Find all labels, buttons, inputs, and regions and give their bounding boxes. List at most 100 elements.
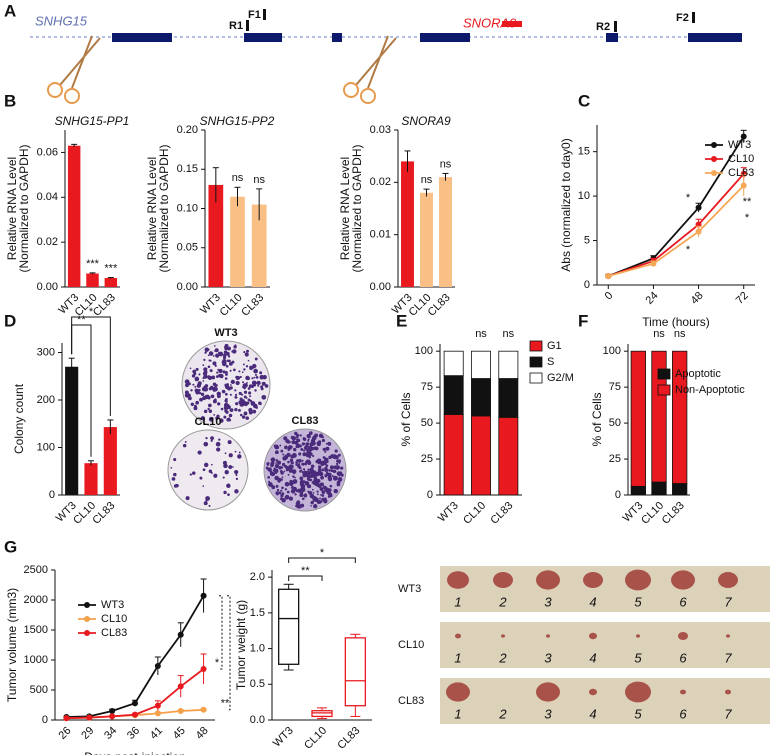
chart-title: SNHG15-PP1	[55, 114, 130, 128]
colony	[213, 398, 217, 402]
tumor-number: 1	[454, 594, 461, 609]
tumor-number: 2	[498, 650, 507, 665]
colony	[321, 497, 325, 502]
point	[200, 706, 207, 713]
colony	[173, 484, 178, 488]
colony	[267, 475, 271, 479]
colony	[207, 365, 211, 369]
x-tick-label: 34	[102, 725, 119, 742]
point	[200, 592, 207, 599]
colony	[270, 473, 274, 476]
tumor-photo	[440, 622, 770, 668]
colony	[321, 494, 325, 497]
colony	[322, 456, 326, 459]
colony	[243, 390, 248, 394]
legend-label: Non-Apoptotic	[675, 384, 745, 396]
series-line	[608, 173, 745, 277]
colony	[290, 435, 295, 440]
y-axis-label: (Normalized to GAPDH)	[157, 144, 171, 272]
bar	[401, 161, 414, 287]
colony	[297, 489, 301, 493]
colony	[243, 368, 246, 371]
bar-segment	[672, 350, 688, 484]
colony	[200, 392, 205, 397]
colony	[245, 365, 249, 368]
x-tick-label: CL10	[461, 500, 488, 527]
bar	[104, 278, 118, 287]
colony	[315, 471, 320, 477]
colony	[304, 493, 307, 496]
colony	[195, 367, 199, 371]
colony	[210, 436, 214, 441]
colony	[295, 463, 298, 466]
colony	[296, 445, 300, 449]
colony	[203, 441, 209, 447]
colony	[229, 408, 234, 413]
colony	[185, 383, 189, 388]
colony	[218, 368, 223, 374]
colony	[315, 460, 319, 464]
colony	[297, 504, 302, 509]
colony	[215, 353, 220, 358]
point	[154, 710, 161, 717]
colony	[192, 369, 197, 374]
colony	[298, 466, 302, 470]
point	[695, 204, 702, 211]
y-axis-label: (Normalized to GAPDH)	[17, 144, 31, 272]
colony	[304, 481, 310, 486]
colony	[326, 460, 329, 464]
colony	[334, 476, 338, 479]
bar-segment	[630, 350, 646, 487]
colony	[224, 452, 227, 455]
colony	[301, 462, 305, 466]
colony	[243, 386, 246, 390]
bar-label: ***	[86, 258, 100, 270]
colony	[253, 368, 258, 374]
colony	[318, 465, 322, 469]
colony	[232, 349, 237, 354]
colony	[337, 453, 341, 457]
plate-label: CL83	[292, 415, 319, 427]
colony	[309, 449, 313, 452]
bar	[251, 204, 267, 287]
colony	[223, 490, 227, 495]
x-tick-label: 72	[734, 290, 751, 307]
panel-label: C	[578, 91, 590, 110]
colony	[207, 375, 213, 381]
colony	[259, 402, 262, 406]
colony	[184, 390, 189, 395]
colony	[294, 440, 298, 445]
colony	[265, 466, 269, 470]
point	[740, 182, 747, 189]
colony	[309, 470, 313, 475]
colony	[282, 456, 287, 461]
colony	[248, 391, 252, 395]
colony	[194, 388, 199, 393]
point	[109, 713, 116, 720]
colony	[313, 504, 318, 509]
y-tick-label: 0	[584, 279, 590, 291]
colony	[238, 370, 241, 373]
x-tick-label: CL83	[239, 292, 266, 319]
colony	[275, 462, 277, 464]
colony	[296, 438, 301, 443]
colony	[214, 348, 219, 353]
panel-label: E	[396, 311, 407, 330]
tumor	[501, 634, 505, 638]
colony	[325, 442, 328, 445]
colony	[251, 380, 257, 386]
colony	[285, 467, 288, 470]
colony	[279, 444, 282, 447]
tumor-number: 3	[544, 706, 552, 721]
colony	[298, 444, 302, 447]
colony	[223, 463, 228, 469]
tumor-number: 1	[454, 650, 461, 665]
tumor	[536, 570, 560, 590]
colony	[254, 389, 257, 392]
colony	[247, 387, 251, 390]
colony	[213, 414, 216, 416]
x-tick-label: WT3	[436, 500, 461, 525]
colony	[247, 359, 250, 362]
colony	[334, 449, 338, 453]
x-tick-label: WT3	[271, 725, 296, 750]
